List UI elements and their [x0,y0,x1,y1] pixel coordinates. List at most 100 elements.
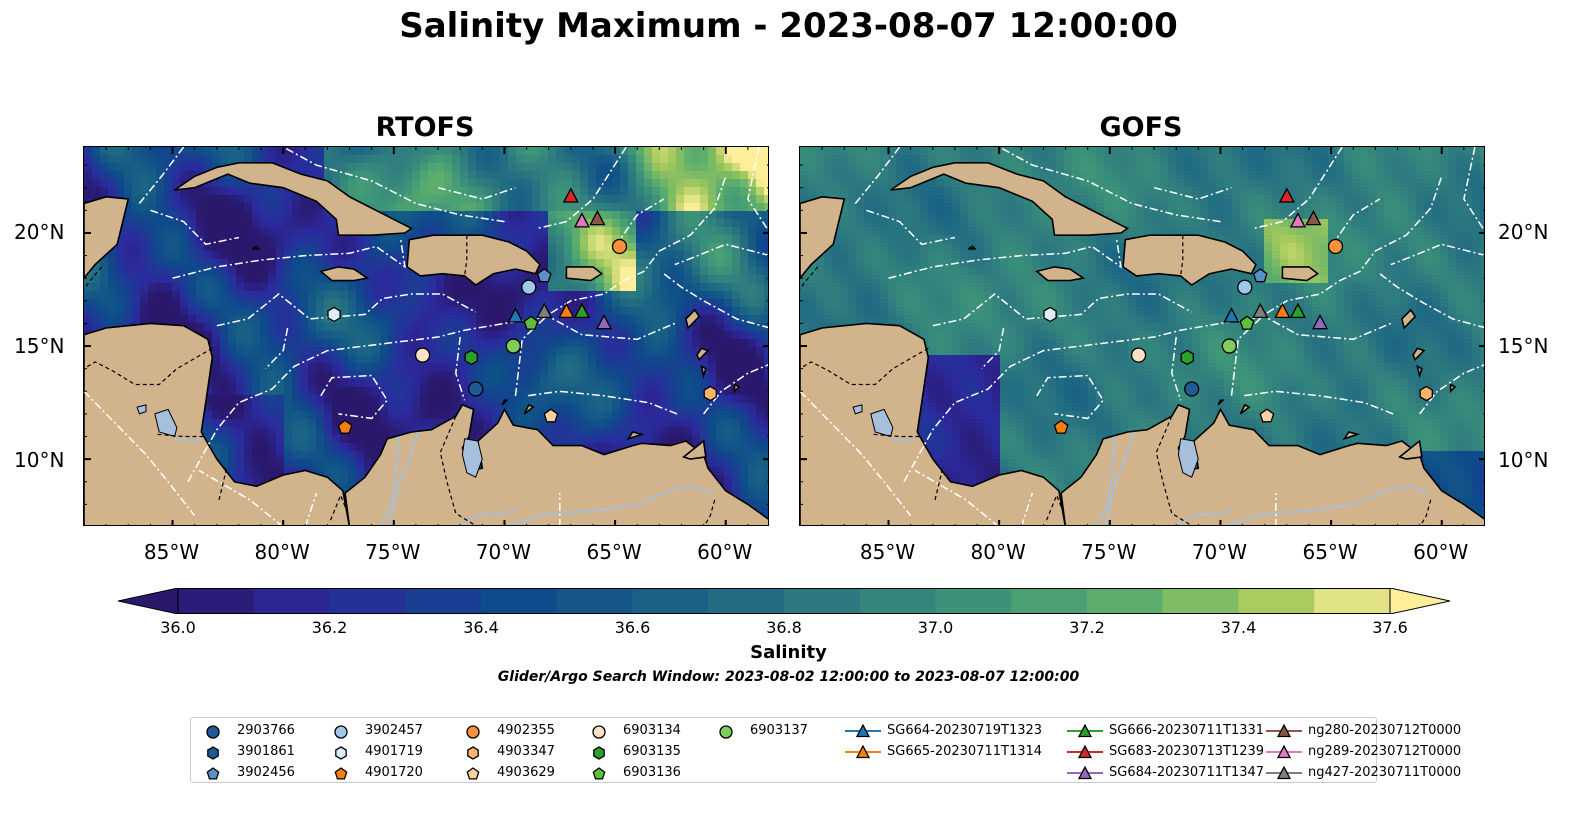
colorbar-bin [935,588,1012,614]
legend-symbol [467,746,479,760]
marker-3902456[interactable] [1252,268,1268,283]
eez-line-0 [903,315,1392,483]
river-3 [507,485,713,525]
eez-line-6 [703,364,768,415]
lon-label-60W-rtofs: 60°W [697,540,753,564]
border-3 [1045,493,1062,523]
marker-4902355[interactable] [1327,238,1344,255]
lat-label-10n-right: 10°N [1498,448,1549,472]
marker-SG666-20230711T1331[interactable] [1289,302,1306,319]
legend: 2903766 3901861 3902456 3902457 4901719 49017… [190,717,1461,783]
marker-SG664-20230719T1323[interactable] [507,307,524,323]
eez-line-5 [1242,390,1394,415]
colorbar-bin [784,588,861,614]
marker-ng427-20230711T0000[interactable] [536,302,553,319]
border-2 [934,468,943,501]
marker-ng280-20230712T0000[interactable] [1305,209,1322,226]
marker-6903136[interactable] [1239,315,1255,330]
border-4 [1155,415,1192,525]
marker-6903137[interactable] [505,338,521,354]
marker-SG684-20230711T1347[interactable] [1311,313,1329,330]
marker-ng289-20230712T0000[interactable] [1289,212,1306,228]
marker-3902456[interactable] [536,268,552,283]
legend-label: 2903766 [237,723,295,738]
marker-4903347[interactable] [1419,385,1433,402]
eez-line-0 [187,315,676,483]
legend-symbol [593,746,605,760]
legend-symbol [845,744,881,759]
eez-line-6 [1419,364,1484,415]
marker-4901720[interactable] [1053,419,1069,434]
marker-4903629[interactable] [543,408,559,423]
eez-line-19 [1036,374,1105,420]
legend-label: SG684-20230711T1347 [1109,765,1265,780]
marker-ng427-20230711T0000[interactable] [1252,302,1269,319]
panel-title-rtofs: RTOFS [375,112,475,143]
marker-6903134[interactable] [1130,347,1147,363]
marker-ng280-20230712T0000[interactable] [589,209,606,226]
colorbar-bin [708,588,785,614]
marker-4901719[interactable] [1043,306,1057,323]
rtofs-map[interactable] [83,146,769,526]
legend-symbol [466,767,480,780]
eez-line-3 [1171,336,1182,401]
lake-managua [136,404,147,415]
land-aruba [1217,399,1225,406]
marker-6903134[interactable] [414,347,431,363]
marker-SG666-20230711T1331[interactable] [573,302,590,319]
land-layer [84,162,768,525]
land-puertoRico [565,266,604,282]
marker-4903347[interactable] [703,385,717,402]
gofs-map[interactable] [799,146,1485,526]
marker-3902457[interactable] [521,279,537,295]
river-4 [459,510,516,525]
land-trinidad [1398,439,1423,460]
eez-line-18 [264,327,289,370]
eez-line-18 [980,327,1005,370]
marker-6903135[interactable] [464,349,478,366]
eez-line-20 [614,198,665,247]
lon-label-85W-gofs: 85°W [859,540,916,564]
legend-label: 6903136 [623,765,681,780]
colorbar-extend-low [117,587,179,615]
land-curacao [523,403,535,415]
eez-line-10 [914,469,998,525]
marker-SG664-20230719T1323[interactable] [1223,307,1240,323]
marker-3902457[interactable] [1237,279,1253,295]
lon-label-80W-rtofs: 80°W [254,540,310,564]
eez-line-16 [866,209,956,246]
colorbar-tick-36.4: 36.4 [463,618,499,637]
land-layer [800,162,1484,525]
marker-SG684-20230711T1347[interactable] [595,313,613,330]
land-jamaica [1035,266,1086,282]
marker-4902355[interactable] [611,238,628,255]
marker-SG683-20230713T1239[interactable] [1278,187,1295,203]
eez-line-12 [305,492,318,525]
land-caymans [251,245,261,250]
marker-6903135[interactable] [1180,349,1194,366]
border-0 [84,347,213,386]
marker-SG665-20230711T1314[interactable] [1274,302,1291,319]
land-yucatan [800,195,846,280]
marker-2903766[interactable] [468,381,484,397]
marker-SG665-20230711T1314[interactable] [558,302,575,319]
land-isla_margarita [626,431,645,441]
colorbar-tick-37.2: 37.2 [1069,618,1105,637]
legend-symbol [845,723,881,738]
marker-6903136[interactable] [523,315,539,330]
marker-4903629[interactable] [1259,408,1275,423]
marker-2903766[interactable] [1184,381,1200,397]
marker-6903137[interactable] [1221,338,1237,354]
marker-4901719[interactable] [327,306,341,323]
river-1 [1096,436,1116,525]
land-stlucia [1416,364,1423,379]
border-2 [218,468,227,501]
legend-symbol [334,725,348,739]
eez-line-21 [437,186,516,200]
marker-4901720[interactable] [337,419,353,434]
colorbar-bin [253,588,330,614]
marker-ng289-20230712T0000[interactable] [573,212,590,228]
river-2 [1104,431,1135,525]
marker-SG683-20230713T1239[interactable] [562,187,579,203]
lon-label-85W-rtofs: 85°W [143,540,200,564]
